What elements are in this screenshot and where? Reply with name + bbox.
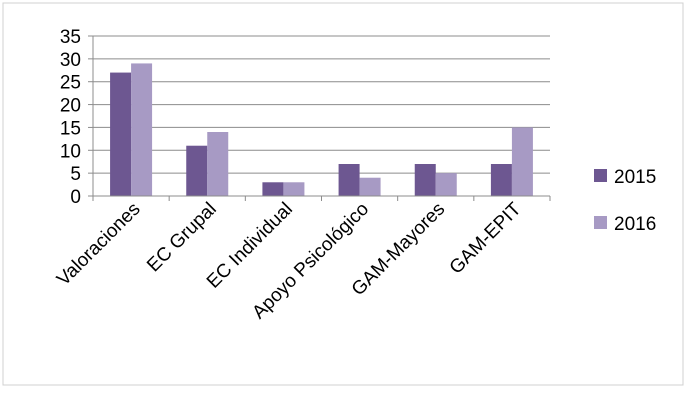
bar-2015 bbox=[490, 164, 512, 196]
legend-label-2016: 2016 bbox=[614, 214, 656, 235]
legend-swatch-2016 bbox=[594, 216, 607, 229]
legend: 2015 2016 bbox=[594, 167, 656, 235]
bar-2016 bbox=[283, 182, 305, 196]
legend-swatch-2015 bbox=[594, 169, 607, 182]
legend-label-2015: 2015 bbox=[614, 167, 656, 188]
axes bbox=[88, 35, 551, 201]
y-tick-label: 20 bbox=[60, 96, 81, 117]
bar-2015 bbox=[414, 164, 436, 196]
bar-2016 bbox=[435, 173, 457, 196]
y-tick-label: 30 bbox=[60, 50, 81, 71]
y-tick-label: 10 bbox=[60, 141, 81, 162]
bar-2015 bbox=[262, 182, 284, 196]
y-tick-label: 5 bbox=[70, 164, 81, 185]
bars bbox=[110, 63, 533, 196]
bar-2016 bbox=[511, 127, 533, 196]
bar-2015 bbox=[186, 145, 208, 196]
bar-2016 bbox=[207, 132, 229, 196]
bar-2015 bbox=[110, 72, 132, 196]
y-tick-label: 35 bbox=[60, 27, 81, 48]
y-tick-label: 15 bbox=[60, 118, 81, 139]
bar-2015 bbox=[338, 164, 360, 196]
y-tick-label: 0 bbox=[70, 187, 81, 208]
y-tick-label: 25 bbox=[60, 73, 81, 94]
gridlines bbox=[93, 35, 550, 174]
bar-2016 bbox=[359, 177, 381, 196]
bar-2016 bbox=[131, 63, 153, 196]
